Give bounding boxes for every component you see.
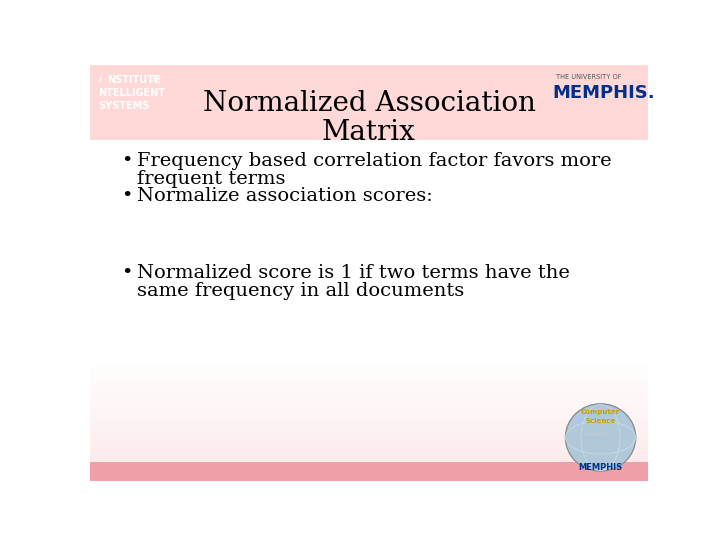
FancyBboxPatch shape <box>90 432 648 437</box>
FancyBboxPatch shape <box>90 452 648 457</box>
FancyBboxPatch shape <box>90 402 648 407</box>
FancyBboxPatch shape <box>90 407 648 412</box>
Text: same frequency in all documents: same frequency in all documents <box>138 282 464 300</box>
FancyBboxPatch shape <box>90 397 648 402</box>
FancyBboxPatch shape <box>90 377 648 382</box>
FancyBboxPatch shape <box>90 457 648 462</box>
FancyBboxPatch shape <box>90 422 648 427</box>
Text: Frequency based correlation factor favors more: Frequency based correlation factor favor… <box>138 152 612 170</box>
Text: •: • <box>121 187 132 205</box>
FancyBboxPatch shape <box>90 437 648 442</box>
FancyBboxPatch shape <box>90 417 648 422</box>
Text: THE UNIVERSITY OF: THE UNIVERSITY OF <box>556 75 621 80</box>
FancyBboxPatch shape <box>90 387 648 392</box>
Text: frequent terms: frequent terms <box>138 170 286 187</box>
Text: Matrix: Matrix <box>322 119 416 146</box>
FancyBboxPatch shape <box>90 427 648 432</box>
Text: i: i <box>99 75 102 84</box>
Text: NSTITUTE: NSTITUTE <box>107 75 161 85</box>
Text: NTELLIGENT: NTELLIGENT <box>99 87 166 98</box>
Text: Normalized Association: Normalized Association <box>202 90 536 117</box>
Text: SYSTEMS: SYSTEMS <box>99 102 150 111</box>
Text: Normalized score is 1 if two terms have the: Normalized score is 1 if two terms have … <box>138 265 570 282</box>
Text: •: • <box>121 152 132 170</box>
FancyBboxPatch shape <box>90 462 648 481</box>
FancyBboxPatch shape <box>90 447 648 452</box>
Text: MEMPHIS.: MEMPHIS. <box>552 84 654 102</box>
FancyBboxPatch shape <box>90 65 196 136</box>
Text: •: • <box>121 265 132 282</box>
FancyBboxPatch shape <box>90 412 648 417</box>
Text: Normalize association scores:: Normalize association scores: <box>138 187 433 205</box>
FancyBboxPatch shape <box>90 442 648 447</box>
Text: for: for <box>151 75 161 83</box>
FancyBboxPatch shape <box>90 382 648 387</box>
FancyBboxPatch shape <box>90 392 648 397</box>
